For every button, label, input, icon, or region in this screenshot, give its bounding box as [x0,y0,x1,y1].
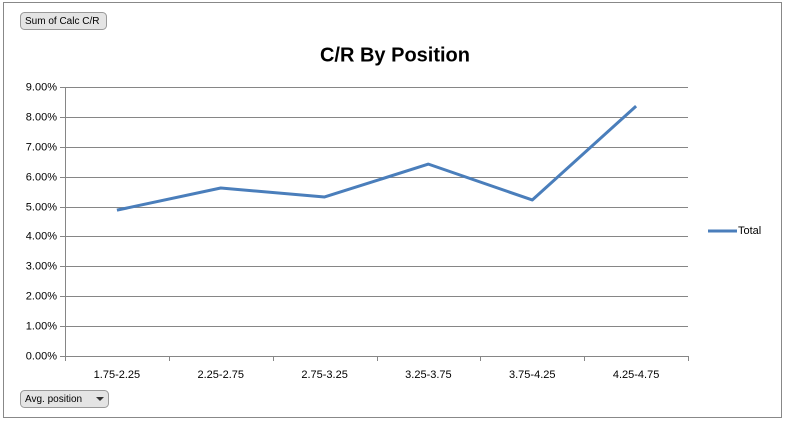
x-tick-label: 2.75-3.25 [301,369,347,381]
y-tick-label: 3.00% [26,260,57,272]
series-line [116,105,638,212]
button-frame [20,12,107,30]
y-tick-label: 9.00% [26,81,57,93]
y-tick-label: 5.00% [26,201,57,213]
y-tick-label: 8.00% [26,111,57,123]
y-tick-label: 2.00% [26,290,57,302]
button-label: Avg. position [25,394,82,405]
button-frame [20,390,109,408]
x-tick-label: 1.75-2.25 [94,369,140,381]
legend-label: Total [738,225,761,237]
chart-area [3,2,782,418]
y-tick-label: 0.00% [26,350,57,362]
x-tick-label: 2.25-2.75 [198,369,244,381]
button-label: Sum of Calc C/R [25,16,99,27]
y-tick-label: 6.00% [26,171,57,183]
axis-field-button[interactable]: Avg. position [20,390,109,408]
y-tick-label: 1.00% [26,320,57,332]
y-tick-label: 7.00% [26,141,57,153]
dropdown-arrow [96,397,104,401]
x-tick-label: 3.75-4.25 [509,369,555,381]
y-tick-label: 4.00% [26,230,57,242]
value-field-button[interactable]: Sum of Calc C/R [20,12,107,30]
x-tick-label: 3.25-3.75 [405,369,451,381]
chart-title: C/R By Position [320,44,470,66]
x-tick-label: 4.25-4.75 [613,369,659,381]
